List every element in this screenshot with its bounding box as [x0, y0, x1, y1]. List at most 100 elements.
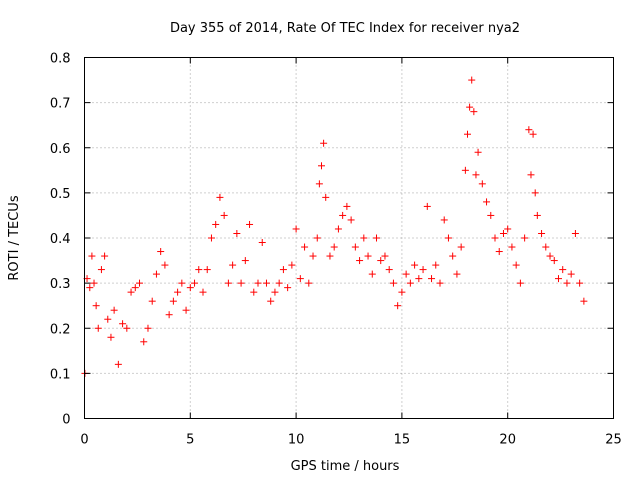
x-tick-label: 0	[80, 433, 88, 448]
data-point	[356, 257, 364, 265]
data-point	[127, 288, 135, 296]
data-point	[288, 261, 296, 269]
data-point	[559, 266, 567, 274]
data-point	[220, 211, 228, 219]
data-point	[398, 288, 406, 296]
data-point	[216, 193, 224, 201]
data-point	[546, 252, 554, 260]
data-point	[521, 234, 529, 242]
data-point	[271, 288, 279, 296]
data-point	[191, 279, 199, 287]
data-point	[444, 234, 452, 242]
data-point	[571, 229, 579, 237]
data-point	[436, 279, 444, 287]
data-point	[466, 103, 474, 111]
y-tick-label: 0.3	[50, 277, 71, 292]
y-axis-label: ROTI / TECUs	[7, 195, 22, 280]
data-point	[136, 279, 144, 287]
x-tick-label: 20	[499, 433, 516, 448]
data-point	[531, 189, 539, 197]
data-point	[148, 297, 156, 305]
data-point	[101, 252, 109, 260]
data-point	[207, 234, 215, 242]
data-point	[275, 279, 283, 287]
data-point	[301, 243, 309, 251]
data-point	[512, 261, 520, 269]
data-point	[495, 248, 503, 256]
data-point	[563, 279, 571, 287]
data-point	[123, 324, 131, 332]
y-tick-label: 0.4	[50, 232, 71, 247]
data-point	[550, 257, 558, 265]
data-point	[114, 360, 122, 368]
y-tick-label: 0.5	[50, 187, 71, 202]
data-point	[279, 266, 287, 274]
data-point	[212, 220, 220, 228]
data-point	[474, 148, 482, 156]
data-point	[90, 279, 98, 287]
data-point	[110, 306, 118, 314]
x-tick-label: 25	[605, 433, 622, 448]
data-point	[385, 266, 393, 274]
data-point	[470, 108, 478, 116]
data-point	[144, 324, 152, 332]
chart-title: Day 355 of 2014, Rate Of TEC Index for r…	[170, 21, 520, 36]
data-point	[195, 266, 203, 274]
data-point	[364, 252, 372, 260]
data-point	[538, 229, 546, 237]
data-point	[487, 211, 495, 219]
data-point	[457, 243, 465, 251]
data-point	[267, 297, 275, 305]
data-point	[389, 279, 397, 287]
data-point	[262, 279, 270, 287]
data-point	[182, 306, 190, 314]
data-point	[542, 243, 550, 251]
data-point	[461, 166, 469, 174]
data-point	[326, 252, 334, 260]
data-point	[330, 243, 338, 251]
data-point	[432, 261, 440, 269]
data-point	[313, 234, 321, 242]
data-point	[86, 284, 94, 292]
x-tick-label: 10	[288, 433, 305, 448]
data-point	[406, 279, 414, 287]
grid	[84, 57, 614, 419]
data-point	[567, 270, 575, 278]
data-point	[580, 297, 588, 305]
data-point	[468, 76, 476, 84]
data-point	[152, 270, 160, 278]
data-point	[178, 279, 186, 287]
data-point	[343, 202, 351, 210]
x-tick-label: 5	[186, 433, 194, 448]
data-point	[131, 284, 139, 292]
data-point	[377, 257, 385, 265]
data-point	[241, 257, 249, 265]
data-point	[88, 252, 96, 260]
data-point	[491, 234, 499, 242]
data-point	[104, 315, 112, 323]
data-point	[472, 171, 480, 179]
data-point	[165, 311, 173, 319]
data-point	[453, 270, 461, 278]
data-point	[199, 288, 207, 296]
data-point	[94, 324, 102, 332]
data-point	[315, 180, 323, 188]
data-point	[423, 202, 431, 210]
data-point	[237, 279, 245, 287]
data-point	[254, 279, 262, 287]
data-point	[533, 211, 541, 219]
y-tick-label: 0.1	[50, 367, 71, 382]
y-tick-label: 0.7	[50, 97, 71, 112]
data-point	[322, 193, 330, 201]
data-point	[415, 275, 423, 283]
data-point	[284, 284, 292, 292]
data-point	[169, 297, 177, 305]
data-point	[305, 279, 313, 287]
data-point	[224, 279, 232, 287]
data-point	[229, 261, 237, 269]
data-point	[107, 333, 115, 341]
data-point	[339, 211, 347, 219]
data-point	[449, 252, 457, 260]
